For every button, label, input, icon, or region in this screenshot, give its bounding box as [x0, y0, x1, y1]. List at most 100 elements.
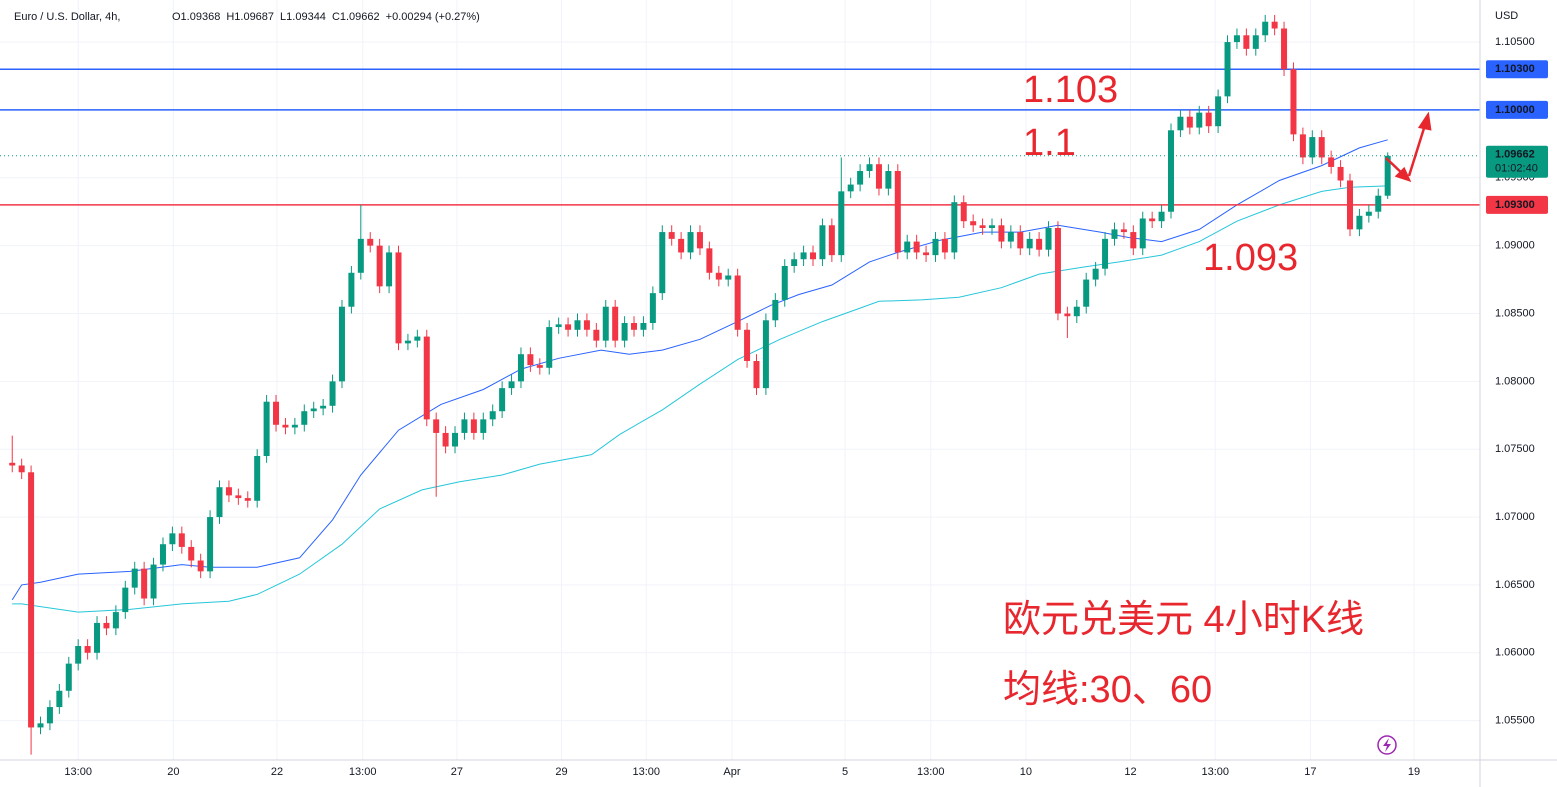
x-tick-label: 22	[271, 766, 283, 778]
candle-body	[668, 232, 675, 239]
candle-body	[838, 191, 845, 256]
candle-body	[1337, 166, 1344, 181]
candle-body	[593, 329, 600, 341]
candle-body	[1092, 268, 1099, 280]
x-tick-label: 13:00	[632, 766, 660, 778]
candle-body	[150, 564, 157, 599]
y-tick-label: 1.08500	[1495, 307, 1535, 319]
level-price-box	[1486, 100, 1548, 119]
candle-body	[828, 225, 835, 256]
x-tick-label: 13:00	[64, 766, 92, 778]
candle-body	[273, 401, 280, 425]
candle-body	[338, 306, 345, 382]
y-tick-label: 1.05500	[1495, 715, 1535, 727]
x-tick-label: 5	[842, 766, 848, 778]
candle-body	[1271, 21, 1278, 29]
x-tick-label: 10	[1020, 766, 1032, 778]
candle-body	[1130, 232, 1137, 249]
arrow-head	[1417, 111, 1432, 131]
candle-body	[1196, 112, 1203, 128]
candle-body	[291, 424, 298, 428]
y-tick-label: 1.09000	[1495, 240, 1535, 252]
candle-body	[75, 646, 82, 664]
candle-body	[583, 320, 590, 330]
icon-bolt[interactable]	[1383, 738, 1391, 752]
x-tick-label: 12	[1124, 766, 1136, 778]
y-tick-label: 1.06500	[1495, 579, 1535, 591]
currency: USD	[1495, 10, 1518, 22]
candle-body	[725, 275, 732, 280]
candle-body	[1365, 211, 1372, 216]
legend-value: +0.00294 (+0.27%)	[386, 11, 480, 23]
candle-body	[536, 365, 543, 368]
annotation: 1.1	[1023, 122, 1076, 164]
x-tick-label: 13:00	[917, 766, 945, 778]
candle-body	[885, 171, 892, 189]
candle-body	[640, 323, 647, 330]
candle-body	[141, 568, 148, 599]
candle-body	[847, 184, 854, 192]
x-tick-label: 17	[1304, 766, 1316, 778]
candle-body	[395, 252, 402, 344]
candle-body	[348, 272, 355, 307]
candle-body	[1243, 35, 1250, 49]
candle-body	[56, 690, 63, 708]
annotation: 1.093	[1203, 237, 1298, 279]
candle-body	[9, 462, 16, 466]
candle-body	[621, 323, 628, 341]
candle-body	[18, 465, 25, 473]
candle-body	[178, 533, 185, 547]
candle-body	[734, 275, 741, 330]
level-price-box	[1486, 195, 1548, 214]
symbol-title: Euro / U.S. Dollar, 4h,	[14, 11, 120, 23]
candle-body	[772, 299, 779, 321]
candle-body	[37, 723, 44, 728]
candle-body	[612, 306, 619, 341]
candle-body	[791, 259, 798, 266]
candle-body	[1073, 306, 1080, 317]
candle-body	[1375, 195, 1382, 212]
candle-body	[414, 336, 421, 341]
candle-body	[188, 546, 195, 561]
candle-body	[1299, 134, 1306, 158]
candle-body	[65, 663, 72, 691]
y-tick-label: 1.06000	[1495, 647, 1535, 659]
candle-body	[1045, 228, 1052, 250]
plot	[0, 14, 1480, 755]
candle-body	[1205, 112, 1212, 127]
candle-body	[470, 419, 477, 433]
candle-body	[1318, 137, 1325, 158]
candle-body	[1346, 180, 1353, 230]
candle-body	[480, 419, 487, 433]
grid	[0, 0, 1480, 760]
candle-body	[1026, 238, 1033, 249]
candle-body	[94, 622, 101, 653]
icon-circle[interactable]	[1377, 735, 1397, 755]
candle-body	[1224, 42, 1231, 97]
candle-body	[122, 587, 129, 613]
level-price-label: 1.09300	[1495, 199, 1535, 211]
candle-body	[696, 232, 703, 249]
x-tick-label: Apr	[723, 766, 740, 778]
candle-body	[1139, 218, 1146, 249]
candle-body	[197, 560, 204, 572]
y-tick-label: 1.08000	[1495, 375, 1535, 387]
candle-body	[744, 329, 751, 361]
arrow-line	[1407, 124, 1427, 177]
candle-body	[565, 324, 572, 330]
annotation: 均线:30、60	[1003, 669, 1212, 711]
candle-body	[301, 411, 308, 425]
last-price-label: 1.09662	[1495, 149, 1535, 161]
candle-body	[819, 225, 826, 260]
candle-body	[1262, 21, 1269, 36]
candle-body	[781, 266, 788, 300]
candle-body	[1215, 96, 1222, 127]
y-tick-label: 1.07500	[1495, 443, 1535, 455]
legend-value: L1.09344	[280, 11, 326, 23]
candle-body	[1177, 116, 1184, 131]
x-tick-label: 29	[555, 766, 567, 778]
x-tick-label: 20	[167, 766, 179, 778]
lightning-icon[interactable]	[1377, 735, 1397, 755]
x-tick-label: 13:00	[1202, 766, 1230, 778]
